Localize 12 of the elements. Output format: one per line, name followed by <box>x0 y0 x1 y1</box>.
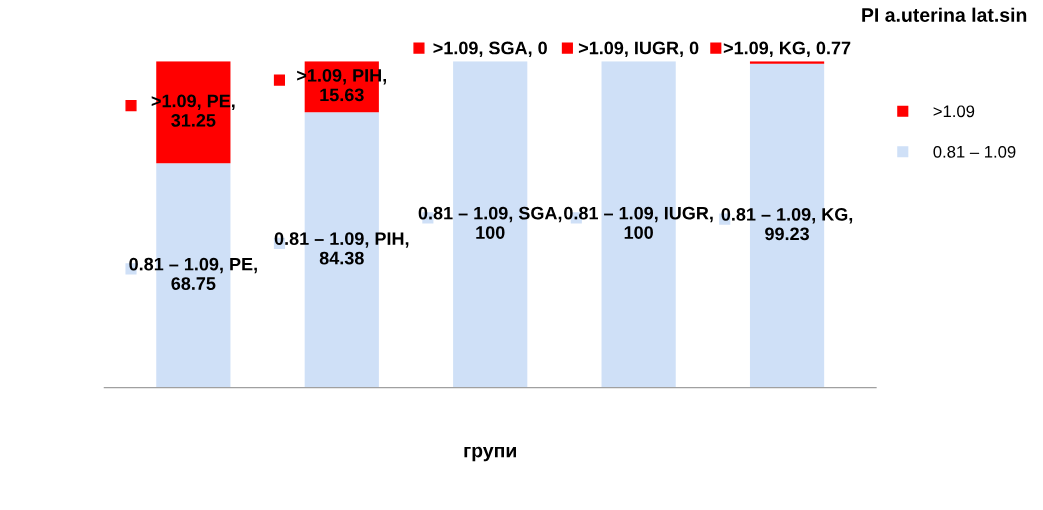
data-label: >1.09, IUGR, 0 <box>578 41 699 57</box>
legend-label: 0.81 – 1.09 <box>933 145 1016 158</box>
data-label: >1.09, SGA, 0 <box>433 41 547 57</box>
data-label: 0.81 – 1.09, IUGR, 100 <box>564 206 713 239</box>
text: PI a.uterina lat.sin <box>862 7 1027 22</box>
data-label: >1.09, KG, 0.77 <box>723 41 851 57</box>
legend-label: >1.09 <box>933 105 975 118</box>
data-label: 0.81 – 1.09, KG, 99.23 <box>721 207 853 241</box>
x-axis-title: групи <box>464 446 516 462</box>
data-label: 0.81 – 1.09, SGA, 100 <box>418 206 562 239</box>
data-label: 0.81 – 1.09, PIH, 84.38 <box>274 232 409 265</box>
data-label: 0.81 – 1.09, PE, 68.75 <box>129 257 257 290</box>
